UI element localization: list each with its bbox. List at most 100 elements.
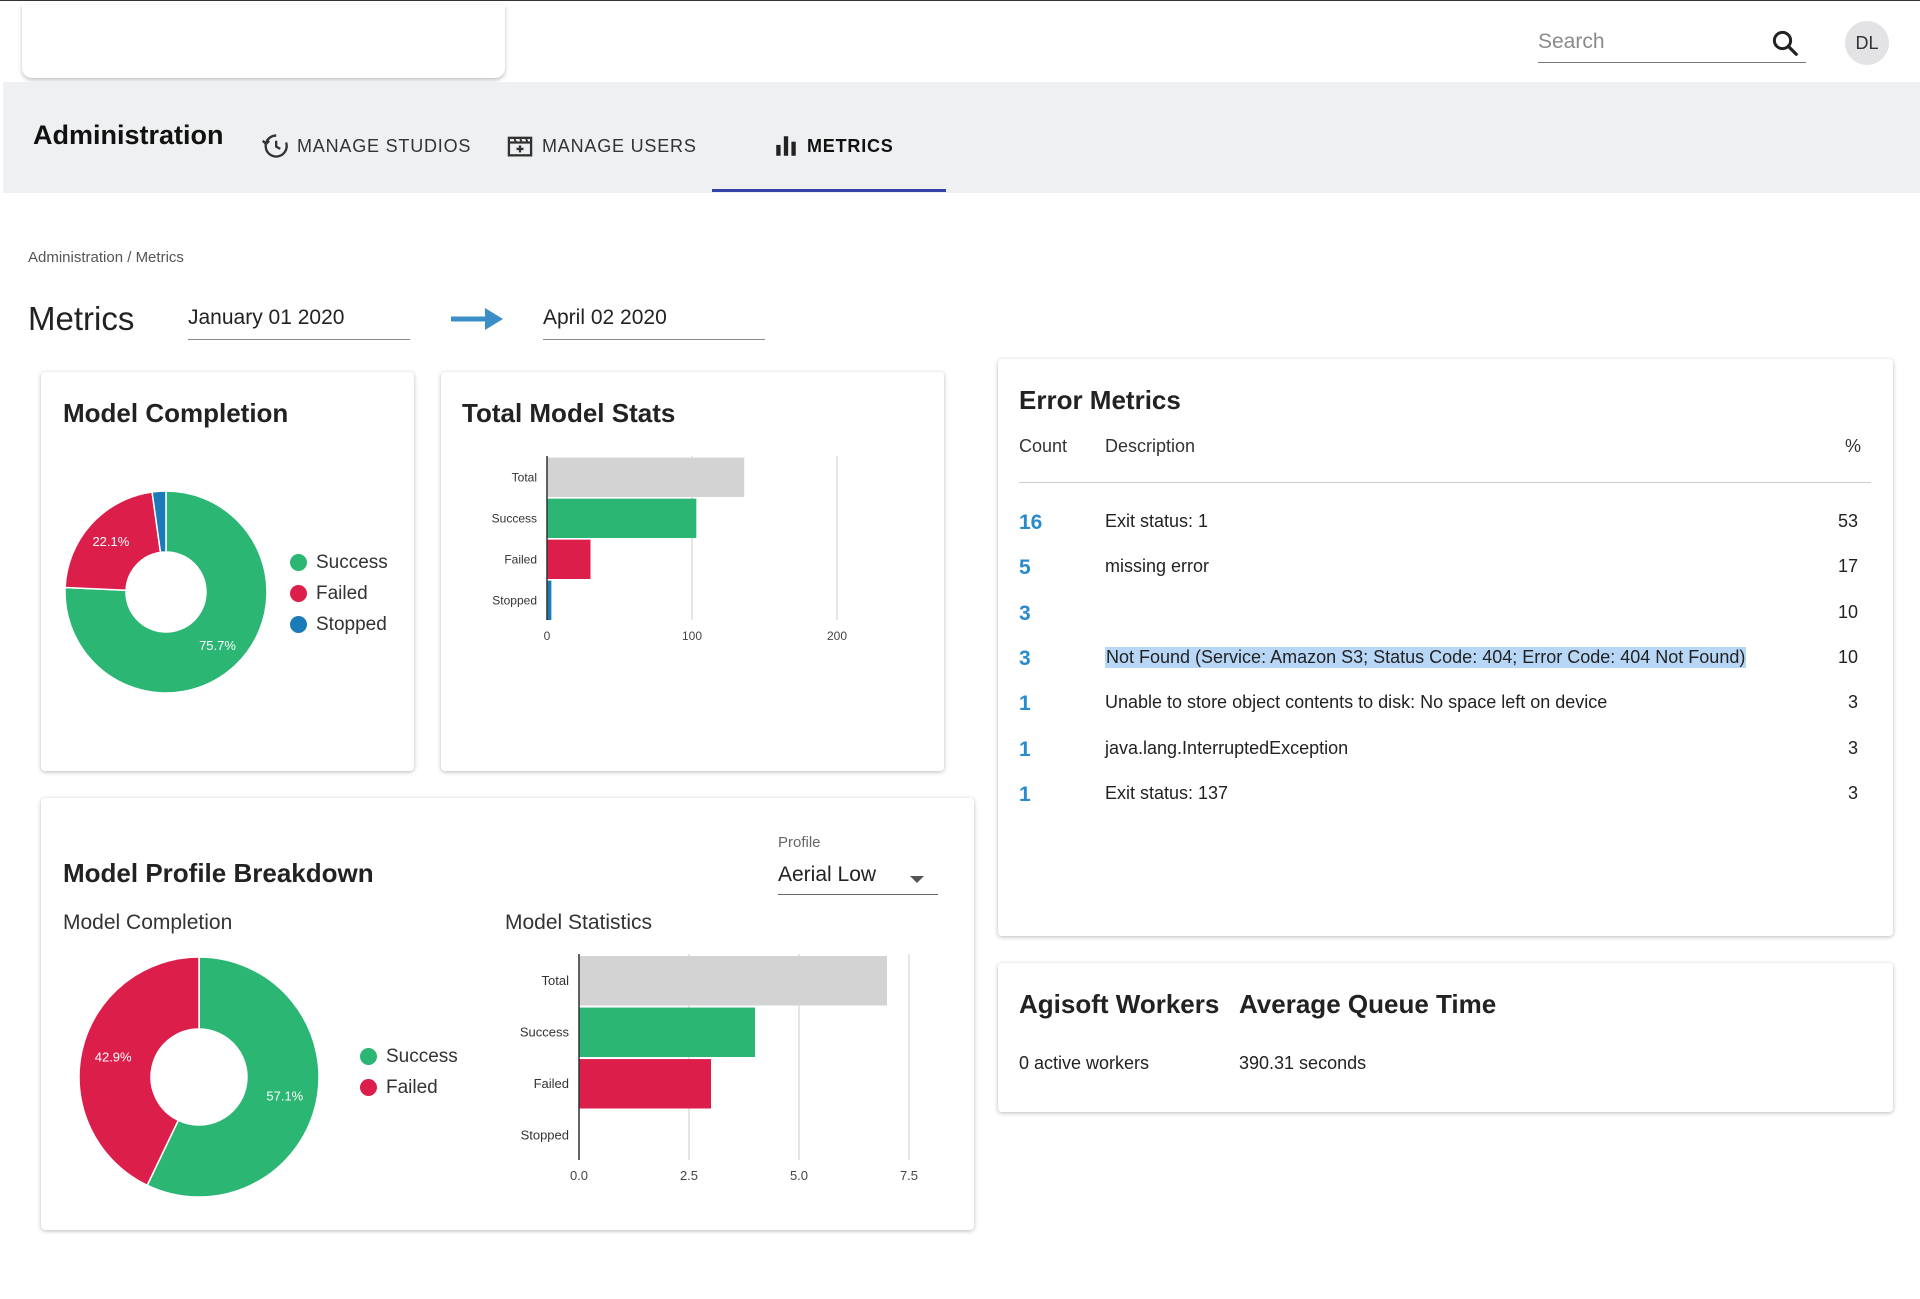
page-title: Metrics: [28, 300, 135, 337]
x-tick-label: 100: [682, 629, 702, 643]
legend-swatch: [360, 1079, 377, 1096]
end-date-field: [543, 300, 765, 340]
arrow-right-icon: [451, 308, 503, 330]
table-row: 1 java.lang.InterruptedException 3: [998, 732, 1890, 772]
admin-nav: Administration MANAGE STUDIOS MANAGE USE…: [3, 82, 1920, 193]
search-icon[interactable]: [1770, 28, 1800, 58]
legend-label: Failed: [386, 1076, 438, 1098]
legend-label: Stopped: [316, 613, 387, 635]
history-icon: [261, 134, 288, 158]
top-bar: DL: [0, 0, 1920, 82]
queue-time-title: Average Queue Time: [1239, 989, 1497, 1019]
tab-label: METRICS: [807, 135, 894, 156]
model-completion-pie-chart: 75.7% 22.1%: [64, 490, 268, 694]
error-count-link[interactable]: 1: [1019, 737, 1031, 761]
error-count-link[interactable]: 3: [1019, 646, 1031, 670]
error-percent: 17: [1837, 556, 1858, 577]
category-label: Failed: [534, 1076, 569, 1091]
card-title: Total Model Stats: [462, 398, 676, 428]
profile-completion-pie-chart: 57.1% 42.9%: [78, 956, 320, 1198]
category-label: Success: [492, 512, 537, 526]
column-header-description: Description: [1105, 436, 1196, 456]
total-model-stats-bar-chart: 0 100 200 Total Success Failed Stopped: [492, 456, 847, 643]
error-count-link[interactable]: 1: [1019, 782, 1031, 806]
search-box: [1538, 23, 1806, 63]
card-title: Model Completion: [63, 398, 289, 428]
pie-slice-success: [146, 956, 320, 1198]
x-tick-label: 0: [544, 629, 551, 643]
bar-total: [579, 956, 887, 1006]
search-input[interactable]: [1538, 27, 1758, 57]
bar-stopped: [547, 580, 552, 620]
pie-slice-success: [64, 490, 268, 694]
bar-total: [547, 457, 745, 497]
avatar[interactable]: DL: [1845, 21, 1889, 65]
bar-failed: [547, 539, 591, 579]
profile-select[interactable]: Aerial Low: [778, 851, 938, 895]
queue-time-value: 390.31 seconds: [1239, 1053, 1367, 1073]
legend-item-success: Success: [360, 1041, 458, 1072]
movie-clapper-icon: [507, 136, 533, 157]
category-label: Total: [542, 973, 570, 988]
start-date-input[interactable]: [188, 300, 410, 336]
workers-title: Agisoft Workers: [1019, 989, 1220, 1019]
start-date-field: [188, 300, 410, 340]
error-description: missing error: [1105, 556, 1210, 577]
category-label: Stopped: [521, 1127, 569, 1142]
category-label: Failed: [504, 553, 537, 567]
profile-completion-subtitle: Model Completion: [63, 911, 233, 934]
tab-manage-users[interactable]: MANAGE USERS: [506, 126, 697, 166]
legend-swatch: [360, 1048, 377, 1065]
workers-card: Agisoft Workers Average Queue Time 0 act…: [998, 963, 1893, 1112]
profile-completion-legend: Success Failed: [360, 1041, 458, 1103]
error-percent: 53: [1837, 511, 1858, 531]
error-count-link[interactable]: 5: [1019, 556, 1031, 580]
table-divider: [1019, 482, 1871, 483]
category-label: Success: [520, 1024, 570, 1039]
nav-title: Administration: [33, 120, 224, 150]
pie-slice-failed: [78, 956, 200, 1187]
pie-slice-label: 75.7%: [199, 638, 236, 653]
legend-item-failed: Failed: [290, 578, 388, 609]
bar-success: [579, 1007, 755, 1057]
breadcrumb-separator: /: [127, 249, 132, 266]
active-tab-indicator: [712, 189, 946, 192]
table-row: 1 Exit status: 137 3: [998, 777, 1890, 817]
error-description: Unable to store object contents to disk:…: [1105, 692, 1608, 713]
legend-swatch: [290, 554, 307, 571]
column-header-count: Count: [1019, 436, 1068, 456]
error-count-link[interactable]: 1: [1019, 692, 1031, 716]
bar-chart-icon: [776, 136, 796, 156]
x-tick-label: 2.5: [680, 1168, 698, 1183]
error-description: java.lang.InterruptedException: [1105, 737, 1349, 758]
end-date-input[interactable]: [543, 300, 765, 336]
x-tick-label: 5.0: [790, 1168, 808, 1183]
model-completion-card: Model Completion 75.7% 22.1% Success Fail…: [41, 372, 414, 771]
pie-slice-failed: [64, 491, 162, 592]
tab-metrics[interactable]: METRICS: [773, 126, 894, 166]
pie-slice-label: 57.1%: [266, 1088, 303, 1103]
category-label: Total: [512, 471, 537, 485]
table-row: 3 10: [998, 596, 1890, 636]
error-description: Not Found (Service: Amazon S3; Status Co…: [1105, 646, 1747, 668]
tab-label: MANAGE USERS: [542, 135, 697, 156]
card-title: Model Profile Breakdown: [63, 858, 374, 888]
legend-item-success: Success: [290, 547, 388, 578]
model-completion-legend: Success Failed Stopped: [290, 547, 388, 640]
tab-manage-studios[interactable]: MANAGE STUDIOS: [261, 126, 471, 166]
x-tick-label: 200: [827, 629, 847, 643]
error-count-link[interactable]: 16: [1019, 511, 1043, 534]
legend-label: Failed: [316, 582, 368, 604]
legend-item-stopped: Stopped: [290, 609, 388, 640]
column-header-percent: %: [1844, 436, 1861, 456]
profile-select-value: Aerial Low: [778, 863, 877, 886]
breadcrumb-administration[interactable]: Administration: [28, 249, 124, 266]
error-description: Exit status: 1: [1105, 511, 1209, 531]
legend-label: Success: [386, 1045, 458, 1067]
error-percent: 3: [1847, 692, 1858, 713]
error-count-link[interactable]: 3: [1019, 601, 1031, 625]
x-tick-label: 7.5: [900, 1168, 918, 1183]
table-row: 5 missing error 17: [998, 550, 1890, 590]
error-description: Exit status: 137: [1105, 782, 1229, 803]
bar-failed: [579, 1059, 711, 1109]
